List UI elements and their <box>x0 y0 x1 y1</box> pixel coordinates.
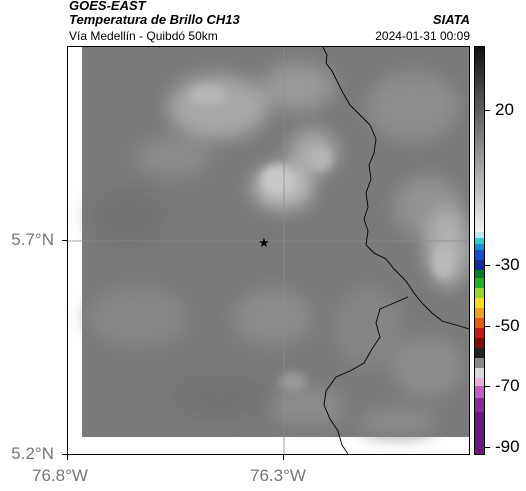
colorbar-tick <box>485 110 490 111</box>
colorbar-tick <box>485 265 490 266</box>
map-canvas: ★ <box>68 47 469 454</box>
colorbar-label: 20 <box>495 100 514 119</box>
department-border-2 <box>323 296 409 454</box>
colorbar-label: -30 <box>495 255 520 274</box>
colorbar-tick <box>485 326 490 327</box>
channel-title: Temperatura de Brillo CH13 <box>69 12 240 27</box>
colorbar-tick <box>485 386 490 387</box>
star-icon[interactable]: ★ <box>258 236 270 251</box>
satellite-map[interactable]: ★ <box>67 46 470 455</box>
region-label: Vía Medellín - Quibdó 50km <box>69 29 218 43</box>
lon-label: 76.3°W <box>250 466 306 485</box>
lat-label: 5.7°N <box>11 230 54 249</box>
department-border <box>322 47 469 330</box>
colorbar-label: -70 <box>495 376 520 395</box>
lon-tick <box>283 455 284 460</box>
colorbar-label: -50 <box>495 316 520 335</box>
lon-label: 76.8°W <box>32 466 88 485</box>
colorbar-gradient <box>475 47 484 454</box>
lon-tick <box>67 455 68 460</box>
colorbar <box>474 46 485 455</box>
product-title: GOES-EAST <box>69 0 146 13</box>
colorbar-label: -90 <box>495 437 520 456</box>
timestamp-label: 2024-01-31 00:09 <box>375 29 470 43</box>
cloud-detail <box>190 85 453 392</box>
organization-label: SIATA <box>432 12 470 27</box>
lat-label: 5.2°N <box>11 444 54 463</box>
lat-tick <box>62 240 67 241</box>
lat-tick <box>62 454 67 455</box>
colorbar-tick <box>485 447 490 448</box>
